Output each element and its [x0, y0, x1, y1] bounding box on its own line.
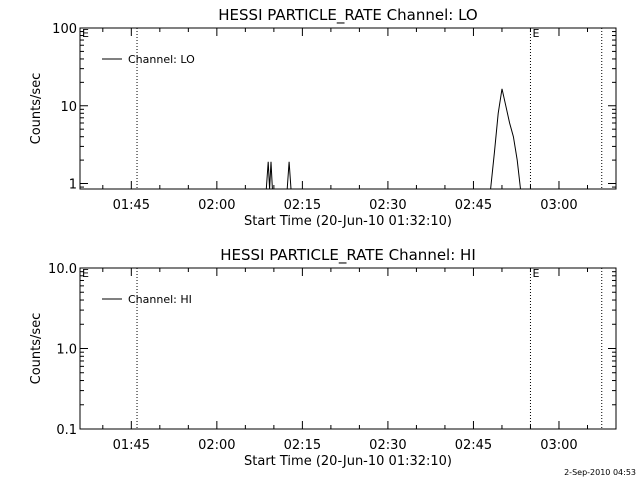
x-tick-label: 01:45: [113, 438, 150, 453]
x-tick-label: 02:45: [455, 198, 492, 213]
y-axis-label: Counts/sec: [29, 313, 44, 385]
y-tick-label: 100: [52, 22, 77, 37]
plot-frame: [79, 27, 617, 190]
x-axis-label: Start Time (20-Jun-10 01:32:10): [244, 214, 452, 229]
panel-hi: HESSI PARTICLE_RATE Channel: HI 0.1 1.0 10.…: [29, 246, 617, 469]
series-line: [265, 161, 273, 190]
y-tick-label: 0.1: [56, 423, 77, 438]
x-tick-label: 02:15: [284, 198, 321, 213]
x-tick-label: 03:00: [540, 438, 577, 453]
x-tick-label: 01:45: [113, 198, 150, 213]
x-tick-label: 02:30: [369, 198, 406, 213]
time-marker-label: E: [532, 267, 539, 280]
x-tick-label: 02:15: [284, 438, 321, 453]
legend-entry: Channel: HI: [128, 293, 192, 306]
chart-title: HESSI PARTICLE_RATE Channel: LO: [218, 6, 477, 25]
y-tick-label: 1: [69, 178, 77, 193]
x-tick-label: 02:00: [198, 198, 235, 213]
time-marker-label: E: [532, 27, 539, 40]
x-tick-label: 03:00: [540, 198, 577, 213]
footer-timestamp: 2-Sep-2010 04:53: [564, 468, 636, 477]
y-tick-label: 1.0: [56, 343, 77, 358]
start-marker-label: E: [82, 27, 89, 40]
panel-lo: HESSI PARTICLE_RATE Channel: LO 1 10 100 01:…: [29, 6, 617, 229]
x-tick-label: 02:00: [198, 438, 235, 453]
y-tick-label: 10: [60, 100, 77, 115]
start-marker-label: E: [82, 267, 89, 280]
x-tick-label: 02:30: [369, 438, 406, 453]
series-line: [490, 88, 521, 190]
chart-title: HESSI PARTICLE_RATE Channel: HI: [220, 246, 476, 265]
legend-entry: Channel: LO: [128, 53, 195, 66]
series-line: [286, 161, 292, 190]
y-tick-label: 10.0: [48, 262, 77, 277]
x-axis-label: Start Time (20-Jun-10 01:32:10): [244, 454, 452, 469]
y-axis-label: Counts/sec: [29, 73, 44, 145]
x-tick-label: 02:45: [455, 438, 492, 453]
